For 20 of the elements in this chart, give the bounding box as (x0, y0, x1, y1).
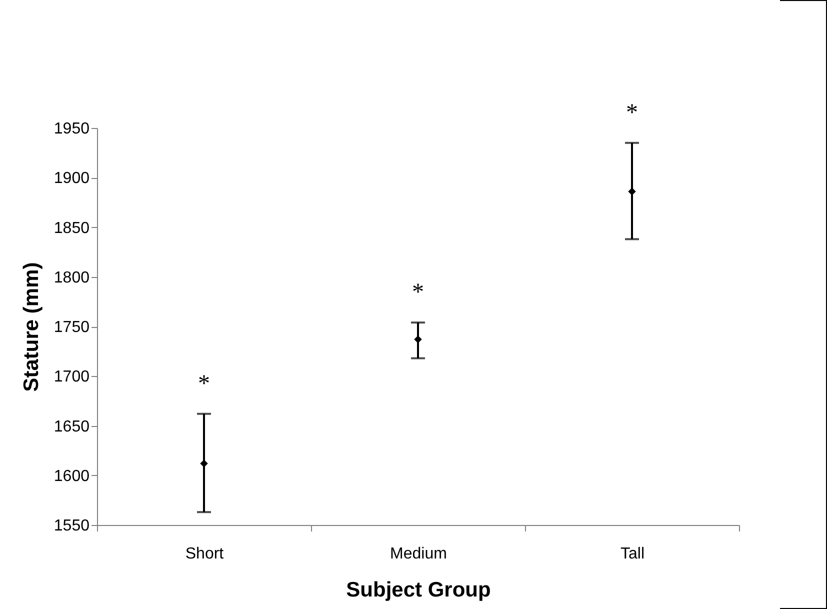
annotation: * (198, 370, 210, 397)
point (414, 336, 422, 344)
y-tick-label: 1850 (54, 220, 90, 237)
y-tick-label: 1550 (54, 518, 90, 534)
y-tick-label: 1900 (54, 170, 90, 188)
y-tick-label: 1600 (54, 468, 90, 485)
y-axis-title: Stature (mm) (20, 262, 43, 392)
point (200, 460, 208, 468)
y-tick-label: 1800 (54, 269, 90, 286)
x-axis-title: Subject Group (346, 578, 491, 602)
y-tick-label: 1950 (54, 120, 90, 138)
text: * (626, 100, 638, 126)
y-tick-label: 1700 (54, 368, 90, 386)
y-tick-label: 1650 (54, 418, 90, 436)
x-tick-label: Tall (620, 546, 645, 562)
x-tick-label: Medium (390, 546, 447, 562)
y-tick-label: 1750 (54, 319, 90, 336)
annotation: * (412, 280, 424, 306)
x-tick-label: Short (185, 546, 224, 562)
point (628, 188, 636, 196)
